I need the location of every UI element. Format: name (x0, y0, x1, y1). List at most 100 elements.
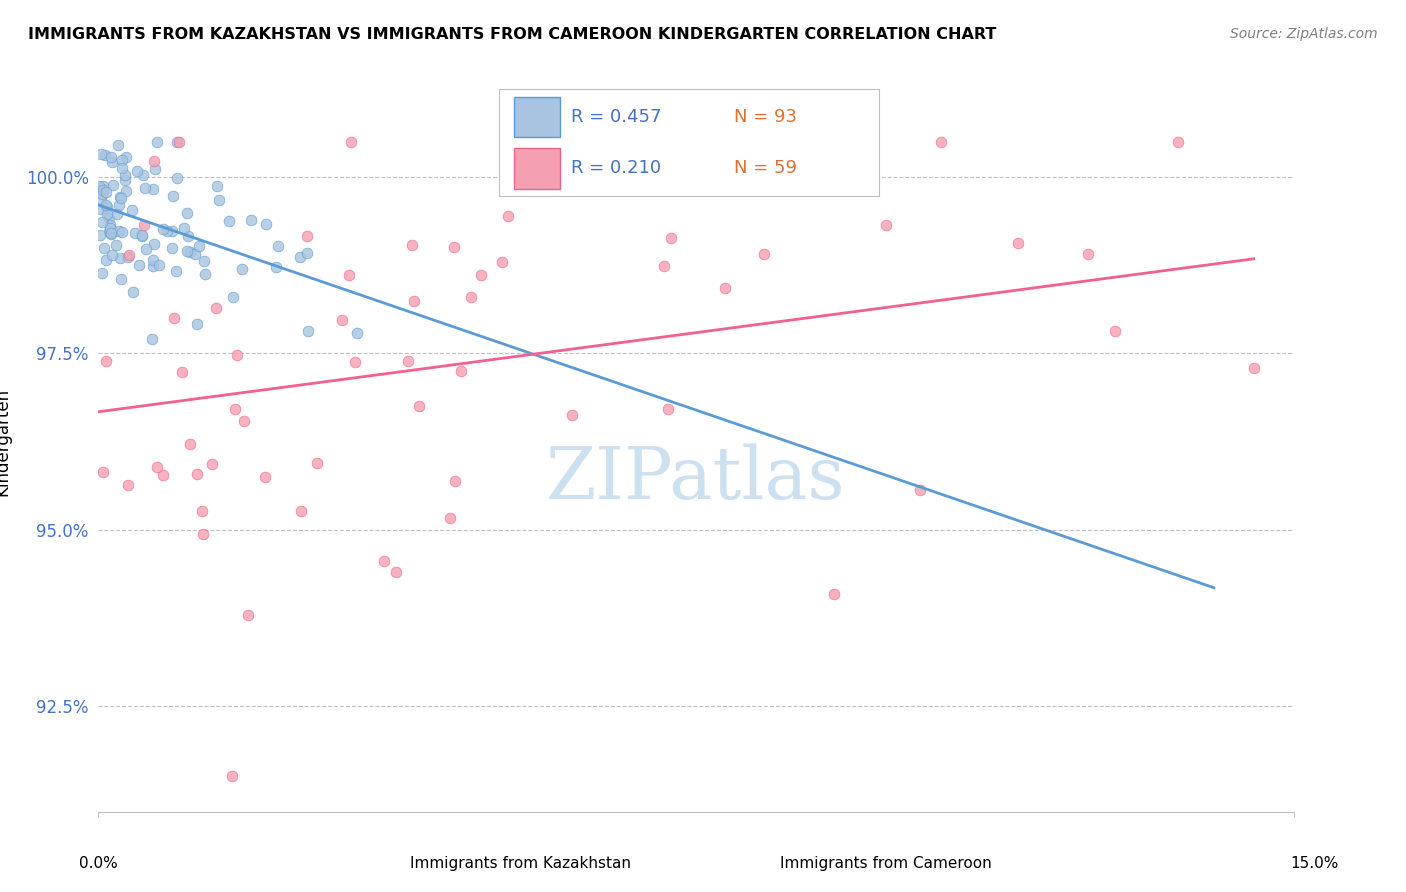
Point (96, 252, 118, 267)
Point (91, 183, 114, 197)
Point (131, 229, 153, 244)
Point (100, 155, 122, 169)
Point (93, 147, 115, 161)
Point (111, 153, 134, 167)
Point (232, 414, 254, 428)
Point (443, 240, 465, 254)
Point (170, 365, 193, 379)
Point (396, 354, 419, 368)
Point (439, 511, 461, 525)
Point (1104, 324, 1126, 338)
Point (373, 554, 395, 568)
Point (108, 190, 131, 204)
Point (125, 164, 148, 178)
Point (121, 203, 143, 218)
Point (89, 179, 111, 194)
Point (402, 293, 425, 308)
Point (222, 290, 245, 304)
Point (176, 244, 198, 258)
Text: ZIPatlas: ZIPatlas (546, 443, 846, 514)
Point (823, 586, 845, 600)
Point (288, 250, 311, 264)
Point (290, 504, 312, 518)
Text: R = 0.457: R = 0.457 (571, 108, 662, 126)
Point (191, 526, 214, 541)
Y-axis label: Kindergarten: Kindergarten (0, 387, 11, 496)
Point (132, 218, 155, 232)
Point (224, 402, 246, 417)
Point (207, 193, 229, 207)
Point (142, 153, 165, 168)
Point (339, 135, 361, 149)
Point (444, 474, 467, 488)
Point (91, 215, 114, 229)
Point (152, 222, 174, 236)
Point (401, 238, 423, 252)
Point (218, 214, 240, 228)
Text: 0.0%: 0.0% (79, 856, 118, 871)
Point (267, 239, 290, 253)
Point (97, 225, 120, 239)
Point (107, 138, 129, 153)
Point (344, 355, 367, 369)
Point (1077, 247, 1099, 261)
Point (100, 227, 122, 241)
Point (498, 209, 520, 223)
Point (339, 268, 361, 282)
Point (100, 218, 122, 232)
Point (152, 467, 174, 482)
Point (160, 241, 183, 255)
Bar (515, 148, 560, 189)
Point (108, 224, 131, 238)
Point (96, 200, 118, 214)
Point (179, 436, 201, 450)
Point (100, 247, 122, 261)
Point (98, 220, 121, 235)
Point (108, 251, 131, 265)
Point (89, 228, 111, 243)
Point (295, 246, 318, 260)
Point (186, 467, 208, 482)
Point (142, 252, 165, 267)
Point (239, 213, 262, 227)
Point (94, 198, 117, 212)
Text: R = 0.210: R = 0.210 (571, 160, 661, 178)
Point (91, 466, 114, 480)
Text: Immigrants from Kazakhstan: Immigrants from Kazakhstan (409, 856, 631, 871)
Point (910, 483, 932, 498)
Point (93, 241, 115, 255)
Point (264, 260, 287, 274)
Point (100, 227, 122, 241)
Point (1167, 135, 1189, 149)
Point (117, 477, 139, 491)
Text: Immigrants from Cameroon: Immigrants from Cameroon (780, 856, 991, 871)
Text: 15.0%: 15.0% (1291, 856, 1339, 871)
Point (148, 258, 170, 272)
Point (1243, 361, 1265, 376)
Point (118, 248, 141, 262)
Point (114, 173, 136, 187)
Point (115, 150, 138, 164)
Point (231, 261, 253, 276)
Point (90, 192, 112, 206)
Point (145, 460, 167, 475)
Point (132, 168, 155, 182)
Point (1007, 236, 1029, 251)
Point (561, 408, 583, 422)
Point (173, 220, 195, 235)
Point (91, 266, 114, 280)
Point (143, 162, 166, 177)
Point (142, 182, 165, 196)
Point (929, 135, 952, 149)
Bar (515, 96, 560, 137)
Point (165, 263, 187, 277)
Point (110, 191, 132, 205)
Point (100, 150, 122, 164)
Point (141, 332, 163, 346)
Point (176, 206, 198, 220)
Point (191, 504, 214, 518)
Point (652, 259, 675, 273)
Point (330, 313, 353, 327)
Point (207, 179, 229, 194)
Point (166, 171, 188, 186)
